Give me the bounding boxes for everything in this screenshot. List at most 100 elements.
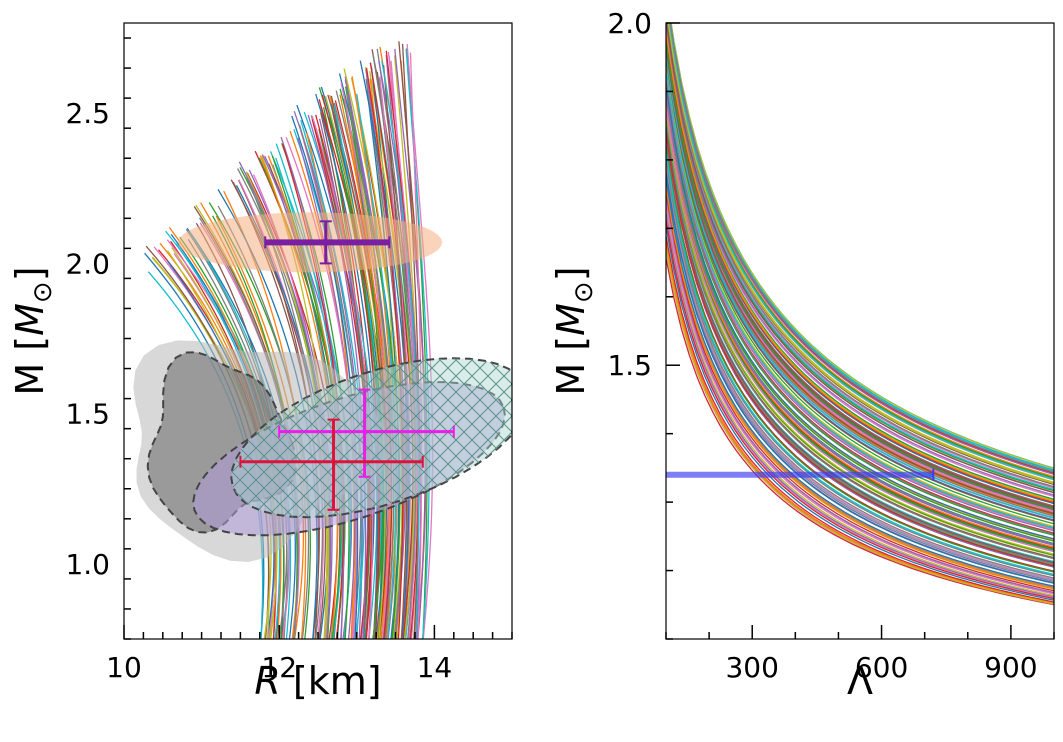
mass-lambda-curve (668, 23, 1054, 479)
mass-lambda-curve (666, 69, 1054, 529)
mass-radius-curve (369, 62, 414, 639)
right-axes-frame (665, 22, 1055, 640)
mass-lambda-curve (666, 226, 1054, 601)
mass-lambda-panel: 300 600 900 1.5 2.0 Λ M [M⊙] (549, 7, 1055, 703)
region-hatch (231, 358, 512, 518)
mass-lambda-curve (668, 23, 1054, 478)
mass-lambda-curve (666, 192, 1054, 592)
right-ticks (665, 22, 1055, 640)
mass-lambda-curve (666, 181, 1054, 588)
mass-lambda-curve (666, 146, 1054, 573)
mass-lambda-curve (669, 23, 1054, 473)
error-bar-pulsar (264, 220, 391, 265)
mass-radius-curve (406, 44, 434, 639)
mass-lambda-curve (669, 23, 1054, 476)
error-bars (239, 220, 455, 511)
mass-lambda-curve (666, 162, 1054, 580)
mass-lambda-curve (666, 111, 1054, 555)
mass-lambda-curve (666, 96, 1054, 546)
mass-lambda-curve (666, 23, 1054, 488)
mass-lambda-curves (666, 23, 1054, 606)
mass-lambda-curve (666, 186, 1054, 590)
mass-lambda-curve (666, 154, 1054, 577)
right-y-axis-label: M [M⊙] (549, 266, 599, 395)
mass-lambda-curve (666, 125, 1054, 563)
mass-lambda-curve (666, 242, 1054, 604)
x-tick-label: 12 (261, 651, 297, 684)
x-tick-label: 300 (725, 651, 778, 684)
error-bar-crimson (239, 418, 424, 511)
mass-lambda-curve (666, 31, 1054, 503)
mass-lambda-curve (666, 133, 1054, 567)
mass-lambda-curve (666, 208, 1054, 597)
left-y-axis-label: M [M⊙] (8, 266, 58, 395)
mass-lambda-curve (666, 23, 1054, 494)
mass-lambda-curve (666, 248, 1054, 605)
mass-radius-curve (381, 60, 420, 639)
mass-lambda-curve (666, 167, 1054, 582)
x-tick-label: 600 (855, 651, 908, 684)
mass-lambda-curve (666, 159, 1054, 579)
mass-lambda-curve (666, 58, 1054, 522)
left-x-tick-labels: 10 12 14 (106, 651, 452, 684)
y-tick-label: 1.5 (65, 398, 110, 431)
mass-lambda-curve (666, 219, 1054, 600)
mass-lambda-curve (666, 235, 1054, 603)
constraint-regions (133, 212, 512, 562)
mass-radius-curve (409, 52, 423, 639)
mass-lambda-curve (666, 24, 1054, 498)
mass-lambda-curve (666, 144, 1054, 572)
mass-radius-curve (378, 60, 422, 639)
mass-lambda-curve (666, 127, 1054, 564)
mass-lambda-curve (666, 99, 1054, 548)
mass-lambda-curve (666, 38, 1054, 508)
mass-lambda-curve (666, 41, 1054, 510)
mass-lambda-curve (666, 28, 1054, 500)
mass-lambda-curve (666, 23, 1054, 491)
mass-lambda-curve (666, 34, 1054, 505)
lambda-error-bar (666, 468, 935, 481)
mass-lambda-curve (666, 62, 1054, 525)
mass-lambda-curve (666, 45, 1054, 513)
mass-lambda-curve (667, 23, 1054, 485)
mass-radius-curve (385, 50, 420, 639)
mass-lambda-curve (666, 152, 1054, 576)
mass-radius-curve (343, 68, 404, 639)
mass-lambda-curve (666, 48, 1054, 515)
mass-lambda-curve (666, 118, 1054, 559)
mass-radius-curve (394, 48, 427, 639)
mass-lambda-curve (668, 23, 1054, 480)
y-tick-label: 2.5 (65, 97, 110, 130)
right-x-axis-label: Λ (847, 659, 873, 703)
mass-radius-curve (382, 64, 408, 639)
mass-lambda-curve (666, 73, 1054, 532)
mass-lambda-curve (666, 171, 1054, 584)
x-tick-label: 900 (984, 651, 1037, 684)
mass-lambda-curve (666, 106, 1054, 552)
right-y-tick-labels: 1.5 2.0 (607, 7, 652, 382)
mass-lambda-curve (666, 257, 1054, 606)
mass-lambda-curve (666, 120, 1054, 560)
y-tick-label: 1.5 (607, 349, 652, 382)
mass-lambda-curve (666, 130, 1054, 565)
left-y-tick-labels: 1.0 1.5 2.0 2.5 (65, 97, 110, 581)
y-tick-label: 1.0 (65, 548, 110, 581)
x-tick-label: 14 (417, 651, 453, 684)
mass-radius-curve (365, 67, 404, 639)
mass-radius-panel: 10 12 14 1.0 1.5 2.0 2.5 R [km] M [M⊙] (8, 22, 513, 703)
y-tick-label: 2.0 (65, 247, 110, 280)
mass-lambda-curve (666, 198, 1054, 594)
left-ticks (123, 37, 513, 640)
mass-lambda-curve (666, 215, 1054, 599)
mass-lambda-curve (666, 135, 1054, 568)
mass-lambda-curve (666, 54, 1054, 519)
left-x-axis-label: R [km] (254, 659, 381, 703)
mass-lambda-curve (666, 71, 1054, 531)
mass-lambda-curve (666, 51, 1054, 517)
mass-lambda-curve (666, 202, 1054, 595)
mass-lambda-curve (670, 23, 1054, 470)
mass-lambda-curve (666, 78, 1054, 535)
mass-lambda-curve (666, 23, 1054, 496)
mass-lambda-curve (666, 66, 1054, 528)
